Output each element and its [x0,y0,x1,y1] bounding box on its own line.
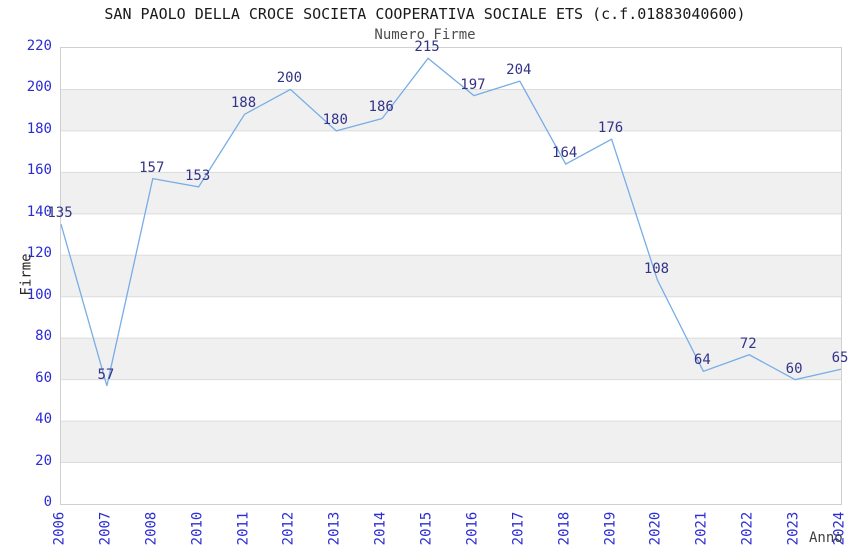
x-axis-title: Anno [809,530,843,546]
y-tick-label: 160 [26,162,52,179]
data-point-label: 135 [47,205,73,222]
data-point-label: 176 [597,120,624,137]
data-point-label: 57 [97,366,115,383]
y-tick-label: 220 [26,38,52,54]
data-point-label: 64 [693,352,711,369]
data-point-label: 157 [139,159,165,176]
data-point-label: 197 [460,76,486,93]
data-point-label: 204 [506,62,532,79]
y-tick-label: 40 [35,411,52,428]
y-axis-title: Firme [18,253,35,296]
data-point-label: 186 [368,99,394,116]
x-tick-label: 2019 [602,511,619,546]
y-tick-label: 100 [26,286,52,303]
x-tick-label: 2007 [97,511,114,546]
data-point-label: 180 [322,111,348,128]
y-tick-label: 60 [35,369,52,386]
y-tick-label: 140 [26,203,52,220]
x-tick-label: 2015 [418,511,435,546]
data-point-label: 72 [739,335,757,352]
x-tick-label: 2020 [647,511,664,546]
data-point-label: 153 [184,167,211,184]
y-tick-label: 0 [43,494,52,510]
y-tick-label: 180 [26,120,52,137]
y-tick-label: 20 [35,452,52,469]
data-point-label: 215 [414,39,440,56]
x-tick-label: 2014 [372,511,389,546]
x-tick-label: 2017 [510,511,527,546]
y-tick-label: 200 [26,79,52,96]
x-tick-label: 2012 [280,511,297,546]
x-tick-label: 2022 [739,511,756,546]
x-tick-label: 2006 [51,511,68,546]
y-tick-label: 80 [35,328,52,345]
x-tick-label: 2013 [326,511,343,546]
chart-title: SAN PAOLO DELLA CROCE SOCIETA COOPERATIV… [104,5,746,23]
x-tick-label: 2018 [556,511,573,546]
x-tick-label: 2016 [464,511,481,546]
data-point-label: 164 [552,145,578,162]
y-tick-label: 120 [26,245,52,262]
data-point-label: 188 [230,95,257,112]
data-point-label: 200 [276,70,303,87]
x-tick-label: 2008 [143,511,160,546]
x-tick-label: 2010 [189,511,206,546]
x-tick-label: 2021 [693,511,710,546]
chart-subtitle: Numero Firme [374,27,476,43]
plot-area [60,47,842,505]
data-point-label: 108 [643,261,670,278]
x-tick-label: 2023 [785,511,802,546]
x-tick-label: 2011 [235,511,252,546]
line-series-svg [60,57,842,464]
data-point-label: 60 [785,360,803,377]
data-point-label: 65 [831,350,849,367]
